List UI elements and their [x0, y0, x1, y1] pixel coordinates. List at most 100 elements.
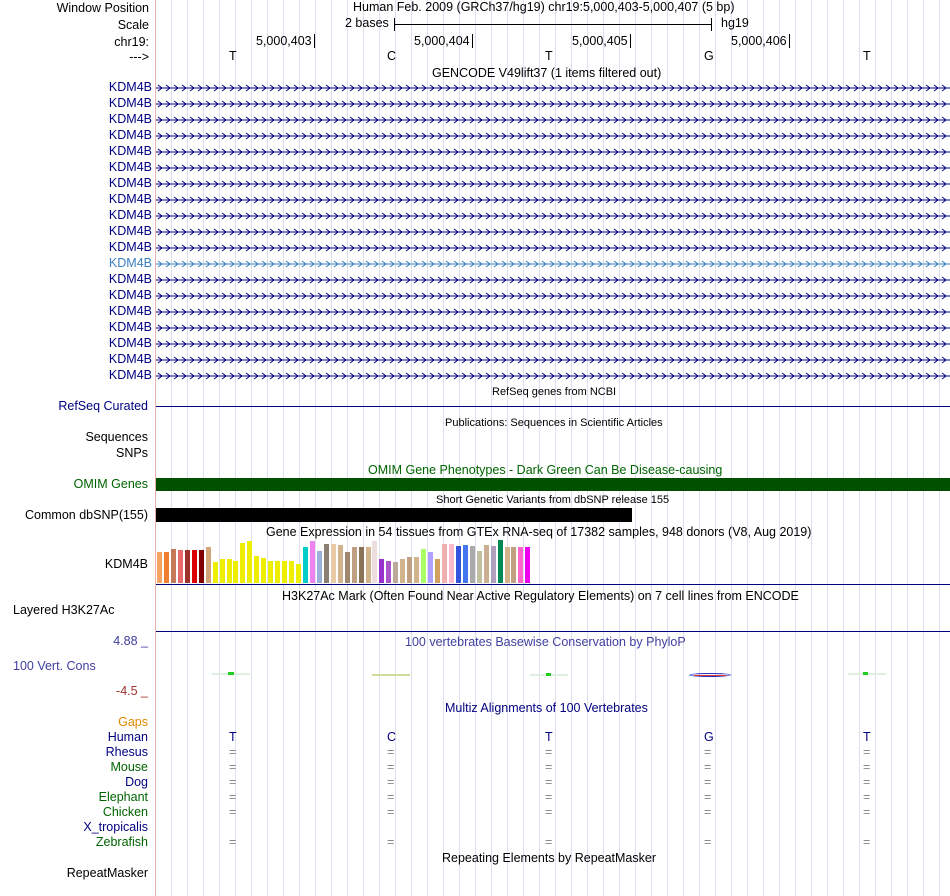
gtex-tissue-bar[interactable] [365, 547, 371, 583]
gencode-transcript-label[interactable]: KDM4B [108, 80, 152, 94]
gtex-tissue-bar[interactable] [469, 546, 475, 583]
gtex-tissue-bar[interactable] [455, 546, 461, 583]
gencode-transcript-line[interactable] [156, 354, 950, 366]
gtex-tissue-bar[interactable] [177, 550, 183, 583]
gencode-transcript-line[interactable] [156, 146, 950, 158]
gtex-track-label[interactable]: KDM4B [104, 557, 148, 571]
gtex-tissue-bar[interactable] [282, 561, 288, 583]
gtex-tissue-bar[interactable] [511, 547, 517, 583]
gtex-tissue-bar[interactable] [483, 545, 489, 583]
gencode-transcript-label[interactable]: KDM4B [108, 160, 152, 174]
gencode-transcript-label[interactable]: KDM4B [108, 320, 152, 334]
omim-gene-bar[interactable] [156, 478, 950, 491]
gencode-transcript-label[interactable]: KDM4B [108, 208, 152, 222]
gencode-transcript-line[interactable] [156, 194, 950, 206]
gtex-tissue-bar[interactable] [233, 561, 239, 583]
omim-track-label[interactable]: OMIM Genes [73, 477, 148, 491]
multiz-species-label[interactable]: Mouse [110, 760, 148, 774]
gencode-transcript-label[interactable]: KDM4B [108, 256, 152, 270]
gtex-tissue-bar[interactable] [435, 559, 440, 583]
gtex-tissue-bar[interactable] [191, 550, 197, 583]
gtex-tissue-bar[interactable] [372, 541, 378, 583]
gencode-transcript-line[interactable] [156, 210, 950, 222]
gencode-track-title[interactable]: GENCODE V49lift37 (1 items filtered out) [432, 66, 662, 80]
gtex-tissue-bar[interactable] [198, 550, 204, 583]
gtex-tissue-bar[interactable] [490, 546, 496, 583]
gtex-tissue-bar[interactable] [525, 547, 531, 583]
multiz-species-label[interactable]: Chicken [102, 805, 148, 819]
gencode-transcript-label[interactable]: KDM4B [108, 96, 152, 110]
gencode-transcript-line[interactable] [156, 338, 950, 350]
gtex-tissue-bar[interactable] [157, 552, 162, 583]
gtex-tissue-bar[interactable] [316, 551, 322, 583]
gencode-transcript-line[interactable] [156, 178, 950, 190]
gtex-tissue-bar[interactable] [400, 559, 406, 583]
gtex-tissue-bar[interactable] [379, 559, 385, 583]
gtex-tissue-bar[interactable] [330, 544, 336, 583]
gtex-tissue-bar[interactable] [170, 549, 176, 583]
gtex-tissue-bar[interactable] [344, 552, 350, 583]
gtex-tissue-bar[interactable] [358, 547, 364, 583]
gtex-tissue-bar[interactable] [261, 558, 267, 583]
gtex-tissue-bar[interactable] [337, 545, 343, 583]
gtex-tissue-bar[interactable] [386, 561, 392, 583]
gtex-tissue-bar[interactable] [476, 551, 482, 583]
gtex-tissue-bar[interactable] [254, 556, 260, 583]
gencode-transcript-label[interactable]: KDM4B [108, 288, 152, 302]
gtex-tissue-bar[interactable] [441, 544, 447, 583]
repeatmasker-track-label[interactable]: RepeatMasker [66, 866, 148, 880]
gencode-transcript-line[interactable] [156, 162, 950, 174]
gencode-transcript-label[interactable]: KDM4B [108, 224, 152, 238]
repeatmasker-track-title[interactable]: Repeating Elements by RepeatMasker [442, 851, 657, 865]
gencode-transcript-label[interactable]: KDM4B [108, 144, 152, 158]
gtex-tissue-bar[interactable] [296, 564, 301, 583]
refseq-gene-line[interactable] [156, 406, 950, 407]
multiz-species-label[interactable]: Zebrafish [95, 835, 148, 849]
gencode-transcript-label[interactable]: KDM4B [108, 304, 152, 318]
gencode-transcript-label[interactable]: KDM4B [108, 240, 152, 254]
gencode-transcript-label[interactable]: KDM4B [108, 368, 152, 382]
gtex-tissue-bar[interactable] [275, 561, 281, 583]
gencode-transcript-label[interactable]: KDM4B [108, 352, 152, 366]
gencode-transcript-label[interactable]: KDM4B [108, 192, 152, 206]
gtex-tissue-bar[interactable] [247, 541, 253, 583]
gtex-tissue-bar[interactable] [504, 547, 510, 583]
gtex-track-title[interactable]: Gene Expression in 54 tissues from GTEx … [266, 525, 812, 539]
multiz-track-title[interactable]: Multiz Alignments of 100 Vertebrates [445, 701, 648, 715]
h3k27ac-track-title[interactable]: H3K27Ac Mark (Often Found Near Active Re… [282, 589, 799, 603]
gtex-tissue-bar[interactable] [212, 562, 218, 583]
gtex-tissue-bar[interactable] [448, 544, 454, 583]
gtex-tissue-bar[interactable] [414, 557, 420, 583]
gtex-tissue-bar[interactable] [351, 547, 357, 583]
publications-track-title[interactable]: Publications: Sequences in Scientific Ar… [445, 417, 663, 429]
gencode-transcript-line[interactable] [156, 370, 950, 382]
gtex-tissue-bar[interactable] [205, 547, 211, 583]
gtex-tissue-bar[interactable] [240, 543, 246, 583]
gencode-transcript-label[interactable]: KDM4B [108, 272, 152, 286]
multiz-species-label[interactable]: Elephant [98, 790, 148, 804]
gtex-tissue-bar[interactable] [497, 540, 503, 583]
omim-track-title[interactable]: OMIM Gene Phenotypes - Dark Green Can Be… [368, 463, 723, 477]
multiz-species-label[interactable]: Dog [125, 775, 148, 789]
gencode-transcript-line[interactable] [156, 274, 950, 286]
gtex-tissue-bar[interactable] [184, 550, 190, 583]
gtex-tissue-bar[interactable] [302, 547, 308, 583]
refseq-track-title[interactable]: RefSeq genes from NCBI [492, 386, 617, 398]
gtex-tissue-bar[interactable] [421, 549, 427, 583]
gtex-tissue-bar[interactable] [163, 552, 169, 583]
gencode-transcript-line[interactable] [156, 290, 950, 302]
gencode-transcript-line[interactable] [156, 114, 950, 126]
gencode-transcript-line[interactable] [156, 82, 950, 94]
gencode-transcript-line[interactable] [156, 98, 950, 110]
gencode-transcript-label[interactable]: KDM4B [108, 336, 152, 350]
gtex-bar-chart[interactable] [157, 540, 537, 583]
gencode-transcript-line[interactable] [156, 242, 950, 254]
dbsnp-track-title[interactable]: Short Genetic Variants from dbSNP releas… [436, 494, 670, 506]
gtex-tissue-bar[interactable] [428, 552, 434, 583]
gencode-transcript-line[interactable] [156, 306, 950, 318]
multiz-species-label[interactable]: Rhesus [105, 745, 148, 759]
publications-snps-label[interactable]: SNPs [116, 446, 148, 460]
gtex-tissue-bar[interactable] [323, 544, 329, 583]
gtex-tissue-bar[interactable] [309, 541, 315, 583]
gtex-tissue-bar[interactable] [226, 559, 232, 583]
